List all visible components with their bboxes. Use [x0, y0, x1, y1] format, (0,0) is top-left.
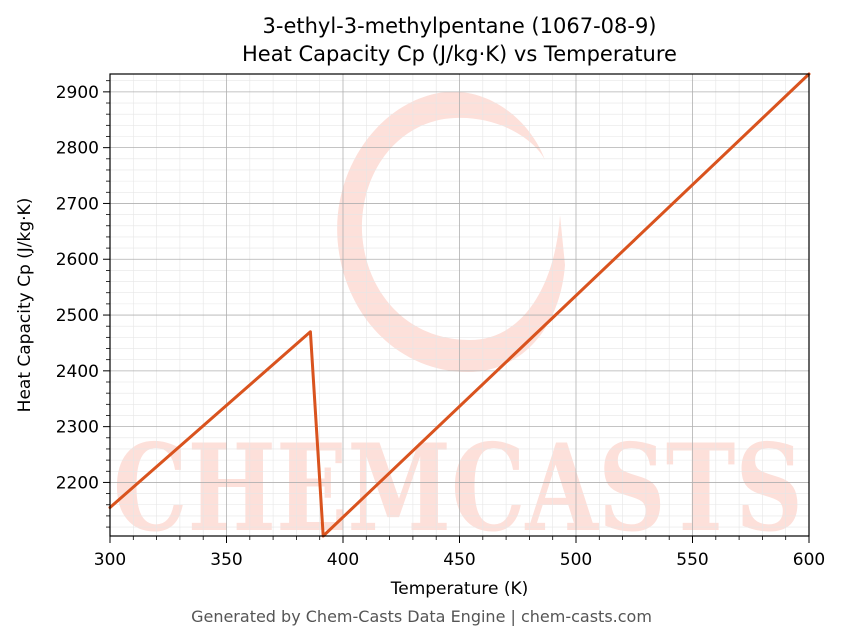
y-tick-label: 2200 [56, 473, 99, 493]
x-tick-label: 600 [793, 550, 825, 570]
x-tick-label: 550 [676, 550, 708, 570]
major-gridlines [109, 74, 810, 536]
y-tick-label: 2900 [56, 83, 99, 103]
chart-title-line1: 3-ethyl-3-methylpentane (1067-08-9) [263, 14, 657, 38]
x-axis-label: Temperature (K) [390, 579, 529, 599]
x-tick-label: 450 [443, 550, 475, 570]
y-tick-label: 2500 [56, 306, 99, 326]
y-tick-label: 2400 [56, 362, 99, 382]
watermark-text: CHEMCASTS [113, 418, 803, 559]
x-tick-label: 500 [560, 550, 592, 570]
y-tick-label: 2800 [56, 139, 99, 159]
watermark-logo-ring [337, 91, 565, 372]
series-layer [108, 72, 811, 538]
chart-title-line2: Heat Capacity Cp (J/kg·K) vs Temperature [242, 42, 677, 66]
y-tick-label: 2700 [56, 194, 99, 214]
x-tick-label: 350 [210, 550, 242, 570]
x-tick-label: 300 [94, 550, 126, 570]
y-tick-label: 2300 [56, 418, 99, 438]
x-tick-label: 400 [327, 550, 359, 570]
watermark: CHEMCASTS [113, 91, 803, 559]
y-axis-label: Heat Capacity Cp (J/kg·K) [15, 198, 35, 413]
chart: CHEMCASTS 300 350 400 450 500 550 600 2200 2300 2… [15, 14, 825, 599]
footer-credit: Generated by Chem-Casts Data Engine | ch… [191, 607, 652, 626]
axis-ticks [103, 80, 810, 543]
tick-labels: 300 350 400 450 500 550 600 2200 2300 2400 2500 260… [56, 83, 825, 570]
y-tick-label: 2600 [56, 250, 99, 270]
cp-series-line [108, 72, 811, 538]
